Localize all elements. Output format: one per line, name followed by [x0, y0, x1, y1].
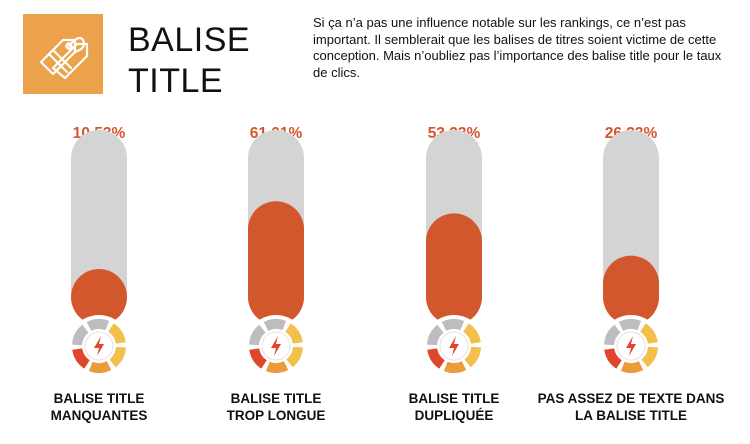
category-label: BALISE TITLE MANQUANTES	[0, 390, 199, 424]
category-label-line: TROP LONGUE	[226, 408, 326, 423]
bar-group: 10.53%	[68, 125, 130, 377]
title-line-1: BALISE	[128, 21, 251, 59]
category-label-line: PAS ASSEZ DE TEXTE DANS	[537, 391, 725, 406]
bar-chart: 10.53% 61.01% 53.23% 26.33%	[68, 125, 662, 377]
category-label: BALISE TITLE TROP LONGUE	[176, 390, 376, 424]
bar-group: 26.33%	[600, 125, 662, 377]
category-label-line: DUPLIQUÉE	[414, 408, 494, 423]
bar-fill	[426, 213, 482, 325]
bar-fill	[603, 255, 659, 325]
gauge-lightning-icon	[68, 315, 130, 377]
tag-icon	[39, 36, 89, 80]
bar-fill	[71, 269, 127, 325]
category-label-line: BALISE TITLE	[53, 391, 145, 406]
category-label-line: LA BALISE TITLE	[575, 408, 687, 423]
gauge-lightning-icon	[600, 315, 662, 377]
category-label: BALISE TITLE DUPLIQUÉE	[354, 390, 554, 424]
category-label-line: MANQUANTES	[50, 408, 148, 423]
bar-fill	[248, 201, 304, 325]
bar-group: 61.01%	[245, 125, 307, 377]
bar-group: 53.23%	[423, 125, 485, 377]
gauge-lightning-icon	[423, 315, 485, 377]
title-line-2: TITLE	[128, 62, 224, 100]
category-label: PAS ASSEZ DE TEXTE DANS LA BALISE TITLE	[531, 390, 731, 424]
page-title: BALISE TITLE	[128, 20, 250, 102]
description-text: Si ça n’a pas une influence notable sur …	[313, 15, 722, 80]
gauge-lightning-icon	[245, 315, 307, 377]
category-label-line: BALISE TITLE	[230, 391, 322, 406]
category-label-line: BALISE TITLE	[408, 391, 500, 406]
tag-icon-box	[23, 14, 103, 94]
